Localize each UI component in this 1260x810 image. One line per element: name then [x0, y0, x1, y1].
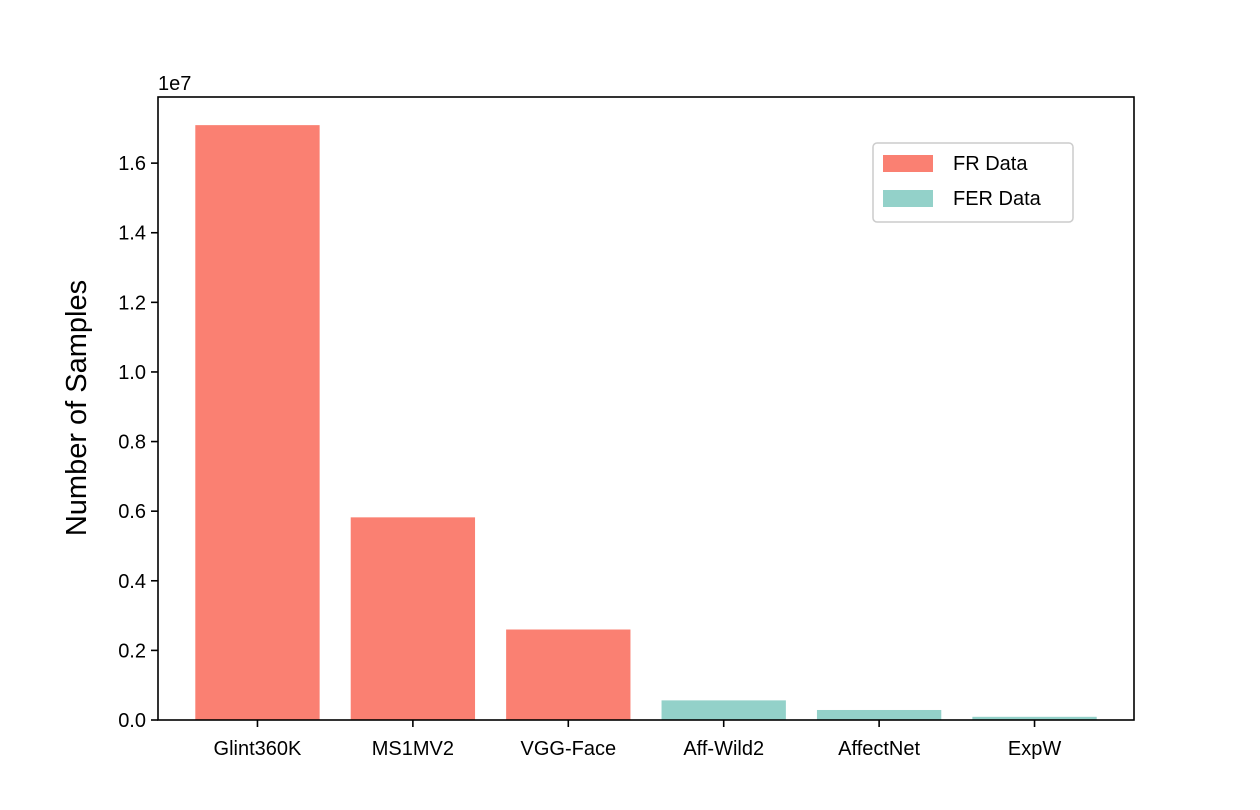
y-tick-label: 1.0 [118, 362, 146, 384]
y-axis-label: Number of Samples [61, 280, 93, 536]
x-tick-label: Aff-Wild2 [683, 738, 764, 760]
legend-label-fer: FER Data [953, 188, 1042, 210]
legend-swatch-fer [883, 190, 933, 207]
x-tick-label: VGG-Face [521, 738, 617, 760]
y-tick-label: 0.2 [118, 640, 146, 662]
x-tick-label: ExpW [1008, 738, 1061, 760]
x-tick-label: Glint360K [214, 738, 302, 760]
y-tick-label: 0.8 [118, 432, 146, 454]
x-tick-label: AffectNet [838, 738, 920, 760]
bar-expw [972, 716, 1097, 720]
y-axis-offset-label: 1e7 [158, 73, 191, 95]
bars-group [195, 125, 1097, 720]
legend-label-fr: FR Data [953, 153, 1028, 175]
bar-vgg-face [506, 629, 631, 720]
y-tick-label: 0.4 [118, 571, 146, 593]
bar-aff-wild2 [661, 700, 786, 720]
plot-frame [157, 96, 1135, 721]
y-tick-label: 0.6 [118, 501, 146, 523]
bar-affectnet [816, 709, 942, 720]
y-tick-label: 1.2 [118, 292, 146, 314]
bar-glint360k [195, 125, 320, 720]
y-tick-label: 1.4 [118, 223, 146, 245]
legend-swatch-fr [883, 155, 933, 172]
legend: FR Data FER Data [872, 142, 1074, 223]
bar-ms1mv2 [350, 517, 476, 720]
y-tick-label: 0.0 [118, 710, 146, 732]
x-axis: Glint360K MS1MV2 VGG-Face Aff-Wild2 AffectNe… [214, 720, 1061, 760]
y-axis: 0.0 0.2 0.4 0.6 0.8 1.0 1.2 1.4 1.6 [118, 153, 158, 732]
x-tick-label: MS1MV2 [372, 738, 454, 760]
y-tick-label: 1.6 [118, 153, 146, 175]
